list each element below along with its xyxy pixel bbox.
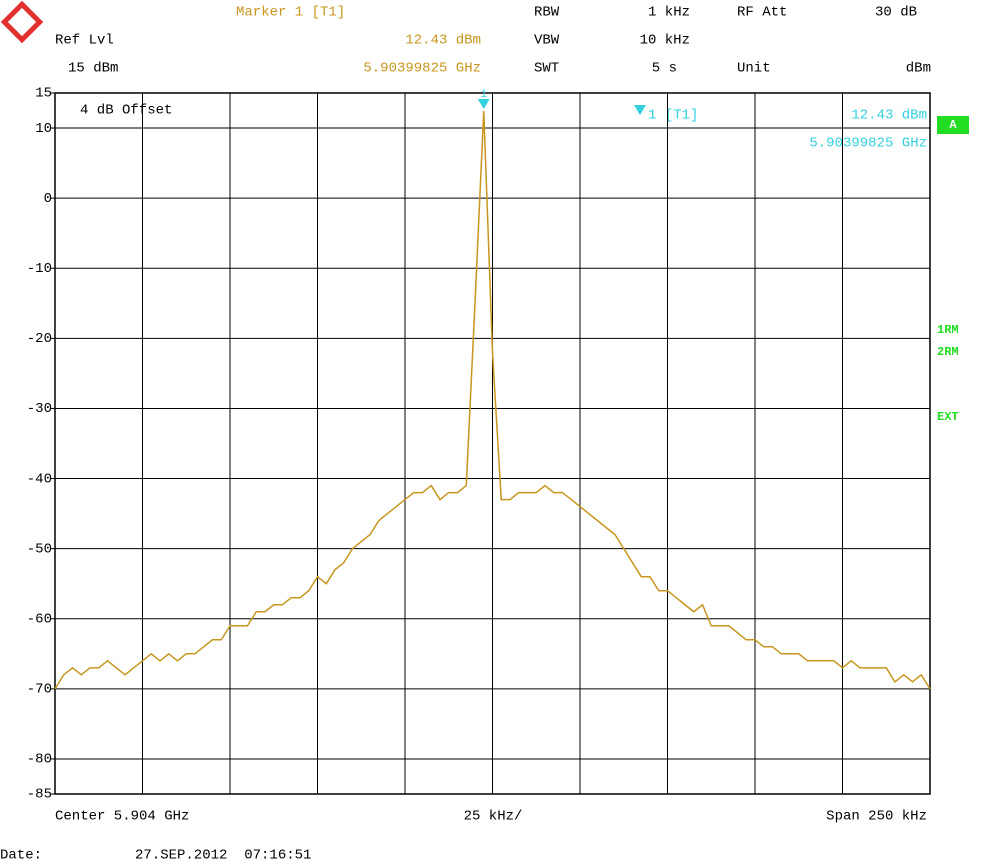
y-tick-label: -50 — [27, 541, 52, 557]
vbw-value: 10 kHz — [640, 33, 690, 49]
y-tick-label: 0 — [44, 191, 52, 207]
marker-freq: 5.90399825 GHz — [363, 61, 481, 77]
logo — [0, 0, 44, 44]
unit-value: dBm — [906, 61, 931, 77]
y-tick-label: -10 — [27, 261, 52, 277]
rbw-value: 1 kHz — [648, 5, 690, 21]
y-tick-label: -20 — [27, 331, 52, 347]
swt-value: 5 s — [652, 61, 677, 77]
date: 27.SEP.2012 07:16:51 — [135, 848, 311, 864]
unit: Unit — [737, 61, 771, 77]
marker-label: 1 [T1] — [648, 108, 698, 124]
trace-badge — [937, 116, 969, 134]
marker-number: 1 — [480, 89, 487, 101]
date-label: Date: — [0, 848, 42, 864]
plot-frame — [54, 92, 931, 795]
vbw: VBW — [534, 33, 560, 49]
marker-icon — [634, 105, 646, 115]
rbw: RBW — [534, 5, 560, 21]
marker-level: 12.43 dBm — [851, 108, 927, 124]
side-label: 2RM — [937, 345, 959, 359]
marker — [477, 99, 490, 110]
y-tick-label: -30 — [27, 401, 52, 417]
ref-lvl-value: 15 dBm — [68, 61, 118, 77]
y-tick-label: -40 — [27, 471, 52, 487]
y-tick-label: 15 — [35, 86, 52, 102]
y-tick-label: 10 — [35, 121, 52, 137]
marker-freq: 5.90399825 GHz — [809, 136, 927, 152]
y-tick-label: -80 — [27, 752, 52, 768]
trace — [54, 110, 931, 690]
side-label: EXT — [937, 410, 959, 424]
rf-att-value: 30 dB — [875, 5, 917, 21]
span-label: Span 250 kHz — [826, 809, 927, 825]
trace-badge-label: A — [949, 118, 957, 132]
rf-att: RF Att — [737, 5, 787, 21]
division-label: 25 kHz/ — [464, 809, 523, 825]
center-label: Center 5.904 GHz — [55, 809, 189, 825]
marker-level: 12.43 dBm — [405, 33, 481, 49]
y-tick-label: -70 — [27, 682, 52, 698]
offset-label: 4 dB Offset — [80, 103, 172, 119]
side-label: 1RM — [937, 323, 959, 337]
y-tick-label: -85 — [27, 787, 52, 803]
y-tick-label: -60 — [27, 611, 52, 627]
marker-header: Marker 1 [T1] — [236, 5, 345, 21]
swt: SWT — [534, 61, 559, 77]
ref-lvl: Ref Lvl — [55, 33, 114, 49]
